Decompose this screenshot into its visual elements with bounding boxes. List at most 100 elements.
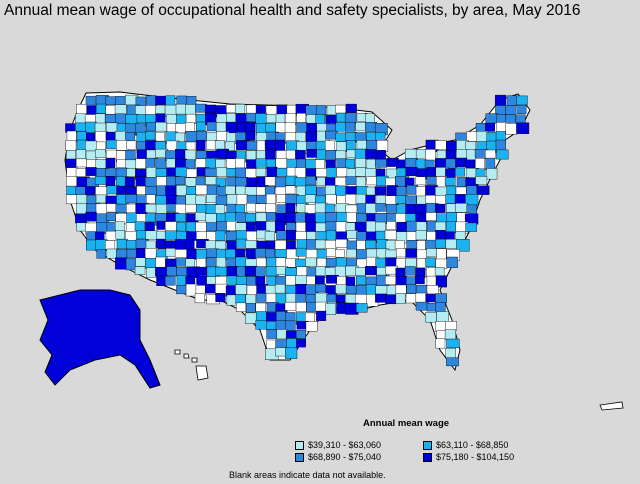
area-patch <box>494 94 507 107</box>
area-patch <box>445 321 457 331</box>
area-patch <box>186 248 197 260</box>
area-patch <box>355 158 366 168</box>
area-patch <box>414 275 425 285</box>
area-patch <box>205 176 218 185</box>
area-patch <box>395 293 406 305</box>
area-patch <box>445 347 456 359</box>
area-patch <box>285 330 298 340</box>
area-patch <box>245 294 257 305</box>
area-patch <box>194 293 205 304</box>
area-patch <box>505 123 518 135</box>
area-patch <box>86 231 97 241</box>
area-patch <box>236 302 247 312</box>
area-patch <box>485 149 496 159</box>
area-patch <box>465 222 477 232</box>
area-patch <box>316 310 327 321</box>
area-patch <box>255 113 267 124</box>
area-patch <box>415 176 426 186</box>
area-patch <box>365 240 377 249</box>
area-patch <box>404 266 416 276</box>
area-patch <box>326 149 337 160</box>
area-patch <box>264 176 277 186</box>
area-patch <box>116 140 129 151</box>
area-patch <box>155 168 169 178</box>
area-patch <box>285 240 296 250</box>
area-patch <box>66 149 76 160</box>
area-patch <box>284 301 297 311</box>
area-patch <box>235 284 247 296</box>
area-patch <box>446 203 456 213</box>
area-patch <box>485 157 496 171</box>
area-patch <box>156 176 168 187</box>
area-patch <box>265 212 277 221</box>
area-patch <box>245 112 258 122</box>
area-patch <box>204 167 217 177</box>
area-patch <box>374 186 387 196</box>
area-patch <box>425 293 437 303</box>
area-patch <box>286 338 298 349</box>
area-patch <box>365 266 377 276</box>
area-patch <box>315 283 327 293</box>
area-patch <box>236 194 249 205</box>
area-patch <box>175 195 186 206</box>
area-patch <box>215 266 229 276</box>
area-patch <box>305 105 319 116</box>
area-patch <box>314 275 325 285</box>
area-patch <box>146 167 157 179</box>
area-patch <box>405 166 418 177</box>
area-patch <box>315 265 326 277</box>
area-patch <box>356 303 368 313</box>
area-patch <box>295 302 307 312</box>
area-patch <box>395 176 407 188</box>
area-patch <box>325 221 338 232</box>
area-patch <box>235 248 246 258</box>
area-patch <box>426 275 438 287</box>
area-patch <box>185 204 197 213</box>
area-patch <box>435 140 447 150</box>
area-patch <box>106 139 118 149</box>
area-patch <box>505 105 516 116</box>
area-patch <box>144 258 157 269</box>
area-patch <box>85 167 97 176</box>
area-patch <box>66 176 78 187</box>
area-patch <box>396 186 407 197</box>
area-patch <box>285 347 298 359</box>
area-patch <box>286 222 296 231</box>
area-patch <box>516 95 528 106</box>
area-patch <box>195 212 207 221</box>
area-patch <box>325 212 339 223</box>
area-patch <box>485 113 499 124</box>
area-patch <box>245 303 256 313</box>
area-patch <box>356 275 367 285</box>
area-patches <box>65 94 530 367</box>
area-patch <box>215 159 226 169</box>
area-patch <box>304 194 317 204</box>
area-patch <box>275 347 287 357</box>
area-patch <box>435 186 448 196</box>
area-patch <box>85 150 97 160</box>
legend-label-3: $68,890 - $75,040 <box>308 452 382 462</box>
area-patch <box>255 203 268 213</box>
area-patch <box>146 194 156 204</box>
area-patch <box>275 158 288 169</box>
area-patch <box>366 220 377 233</box>
area-patch <box>425 312 437 323</box>
area-patch <box>345 276 356 287</box>
area-patch <box>306 149 318 158</box>
legend-swatch-3 <box>295 452 304 462</box>
legend-item-2: $63,110 - $68,850 <box>423 440 508 450</box>
area-patch <box>274 248 288 258</box>
area-patch <box>285 312 296 322</box>
area-patch <box>165 248 176 257</box>
area-patch <box>105 195 119 205</box>
area-patch <box>205 104 217 114</box>
area-patch <box>235 294 246 305</box>
area-patch <box>455 157 468 168</box>
area-patch <box>415 149 426 159</box>
area-patch <box>295 222 306 233</box>
area-patch <box>375 257 386 269</box>
area-patch <box>305 221 317 233</box>
area-patch <box>85 95 96 106</box>
area-patch <box>396 204 407 215</box>
area-patch <box>126 140 137 150</box>
